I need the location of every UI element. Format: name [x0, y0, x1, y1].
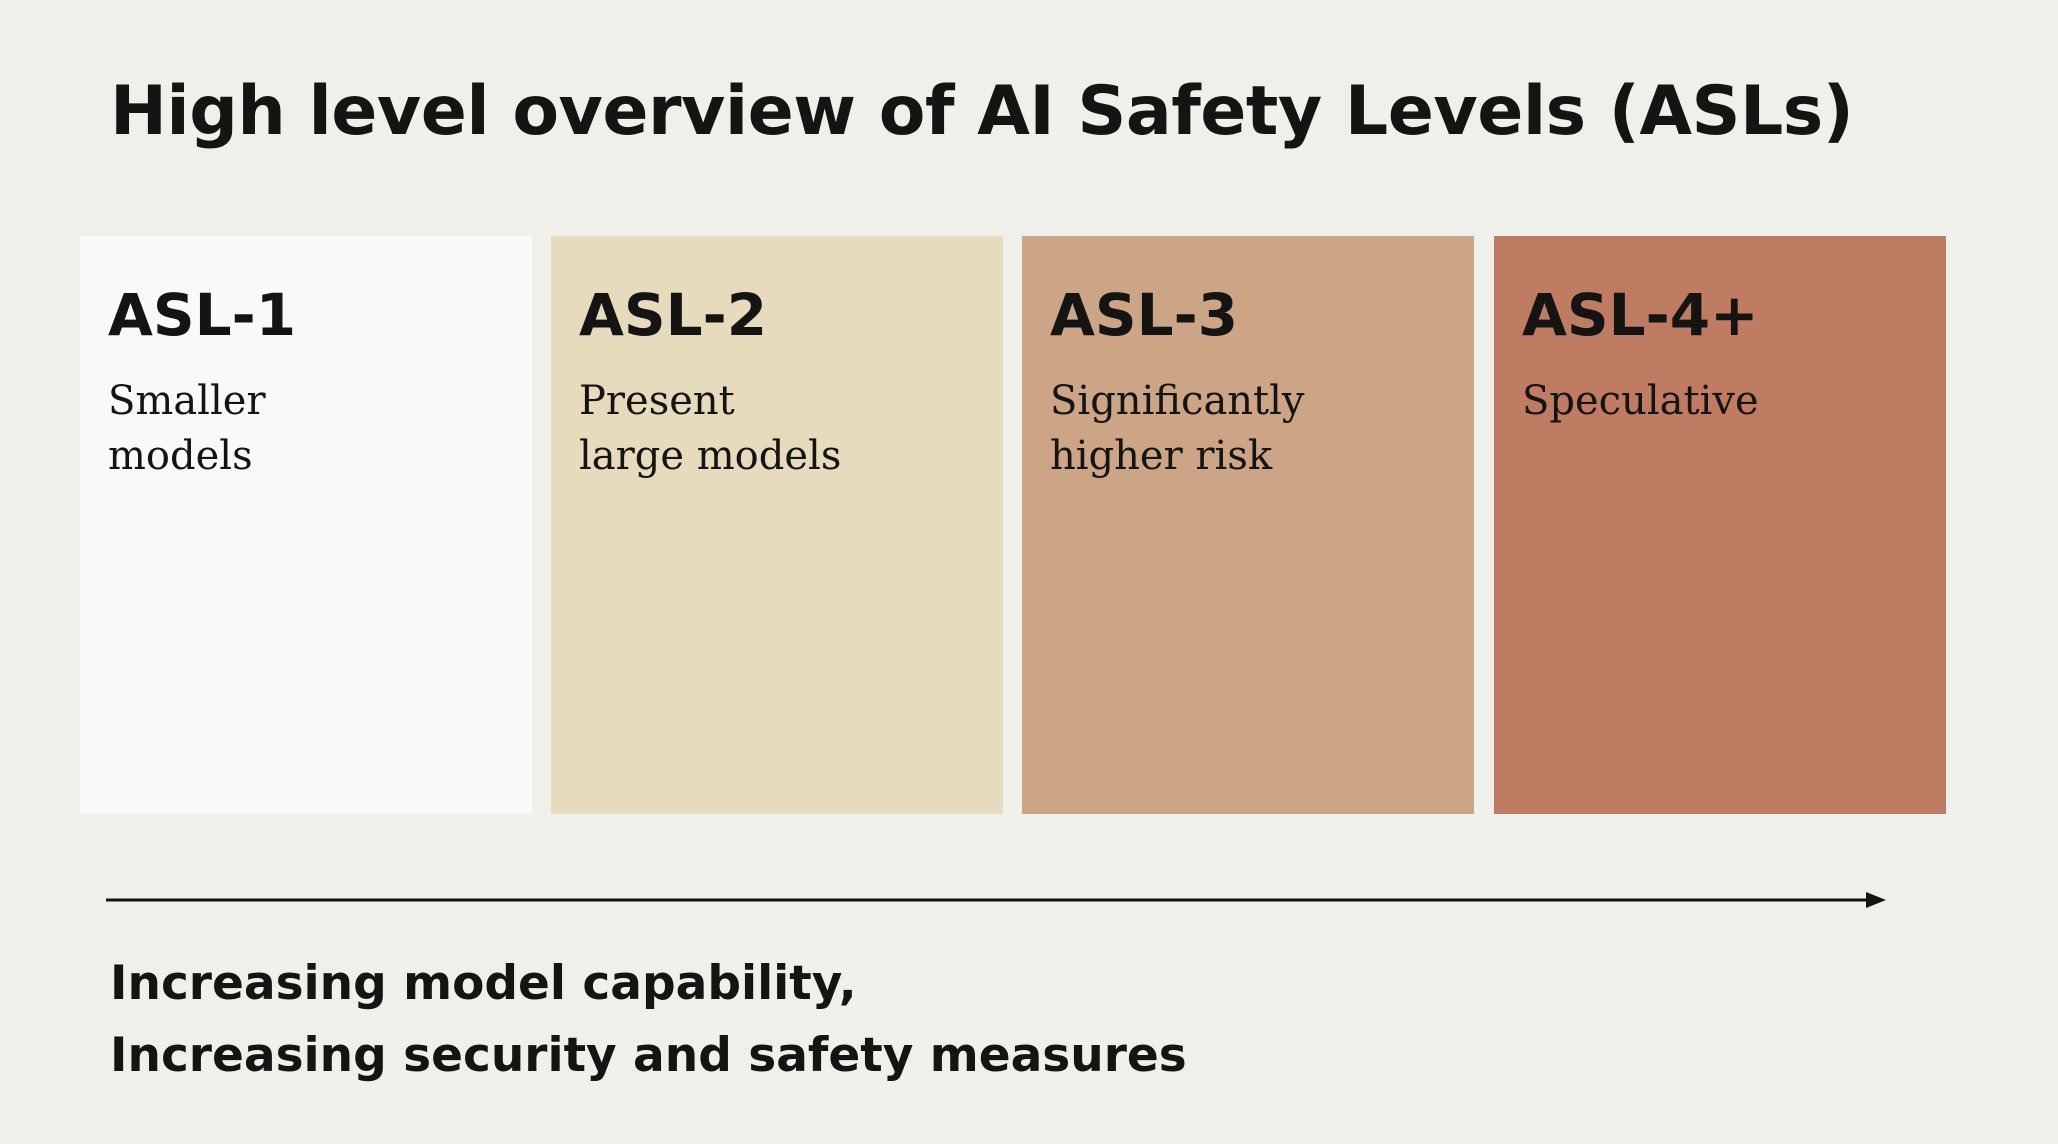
level-description: Significantly higher risk — [1050, 378, 1305, 479]
level-description: Present large models — [579, 378, 842, 479]
level-label: ASL-2 — [579, 281, 768, 349]
progression-arrow — [106, 892, 1886, 908]
level-description: Smaller models — [108, 378, 266, 479]
level-card-asl-3: ASL-3 Significantly higher risk — [1022, 236, 1474, 814]
arrow-caption: Increasing model capability, Increasing … — [110, 948, 1187, 1092]
level-card-asl-2: ASL-2 Present large models — [551, 236, 1003, 814]
level-label: ASL-4+ — [1522, 281, 1759, 349]
level-card-asl-1: ASL-1 Smaller models — [80, 236, 532, 814]
caption-line-1: Increasing model capability, — [110, 956, 857, 1011]
arrow-head-icon — [1866, 892, 1886, 908]
level-description: Speculative — [1522, 378, 1759, 424]
caption-line-2: Increasing security and safety measures — [110, 1028, 1187, 1083]
level-label: ASL-1 — [108, 281, 297, 349]
level-label: ASL-3 — [1050, 281, 1239, 349]
page-title: High level overview of AI Safety Levels … — [110, 72, 1854, 151]
level-card-asl-4: ASL-4+ Speculative — [1494, 236, 1946, 814]
